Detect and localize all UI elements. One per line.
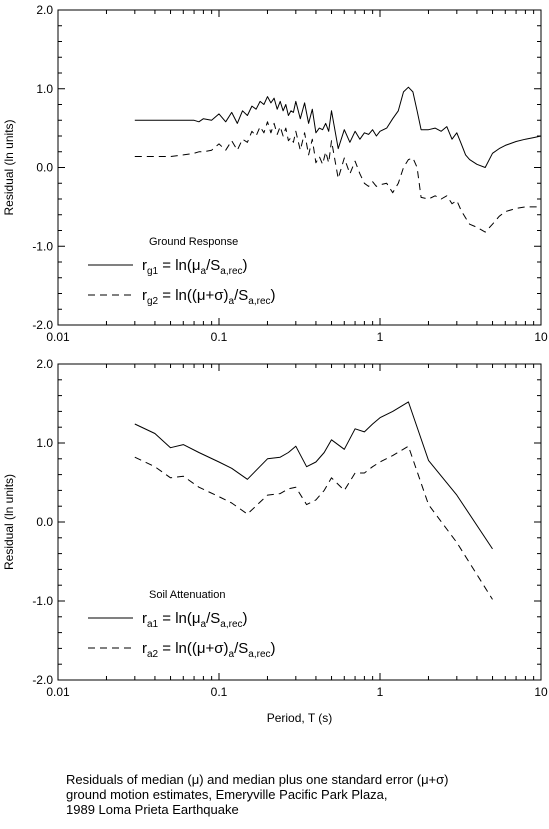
x-tick-label: 10: [534, 685, 548, 699]
legend-text-part: ): [271, 287, 276, 304]
y-tick-label: -2.0: [32, 318, 53, 332]
legend-subscript: a,rec: [220, 619, 242, 630]
y-axis-title: Residual (ln units): [2, 474, 16, 570]
legend-entry-label: rg1 = ln(μa/Sa,rec): [142, 257, 248, 277]
y-tick-label: 2.0: [36, 3, 53, 17]
series-line-dashed: [134, 121, 541, 233]
plot-frame: [57, 363, 542, 681]
legend-text-part: r: [142, 640, 147, 657]
legend-text-part: = ln((μ+σ): [158, 640, 228, 657]
y-tick-label: 0.0: [36, 515, 53, 529]
legend-subscript: a,rec: [220, 266, 242, 277]
plot-frame: [57, 9, 542, 326]
y-tick-label: -2.0: [32, 673, 53, 687]
series-line-dashed: [134, 445, 493, 600]
legend-subscript: g2: [147, 296, 159, 307]
x-tick-label: 0.1: [211, 330, 228, 344]
legend-text-part: /S: [206, 610, 220, 627]
x-tick-label: 0.01: [46, 330, 70, 344]
legend-text-part: ): [271, 640, 276, 657]
legend-subscript: a,rec: [248, 296, 270, 307]
caption-line-2: ground motion estimates, Emeryville Paci…: [66, 787, 388, 802]
legend-text-part: /S: [206, 257, 220, 274]
y-tick-label: 0.0: [36, 161, 53, 175]
x-tick-label: 1: [377, 330, 384, 344]
x-tick-label: 10: [534, 330, 548, 344]
series-line-solid: [134, 401, 493, 550]
legend-subscript: a,rec: [248, 649, 270, 660]
legend-text-part: ): [243, 257, 248, 274]
legend-subscript: a1: [147, 619, 159, 630]
x-axis-title: Period, T (s): [267, 711, 333, 725]
legend-text-part: = ln(μ: [158, 610, 200, 627]
legend-text-part: = ln((μ+σ): [158, 287, 228, 304]
y-tick-label: 2.0: [36, 357, 53, 371]
legend-entry-label: ra2 = ln((μ+σ)a/Sa,rec): [142, 640, 276, 660]
y-tick-label: 1.0: [36, 436, 53, 450]
x-tick-label: 0.1: [211, 685, 228, 699]
legend-entry-label: ra1 = ln(μa/Sa,rec): [142, 610, 248, 630]
legend-text-part: r: [142, 257, 147, 274]
legend-text-part: r: [142, 287, 147, 304]
caption-line-3: 1989 Loma Prieta Earthquake: [66, 802, 239, 817]
legend-subscript: a: [201, 266, 207, 277]
legend-subscript: g1: [147, 266, 159, 277]
legend-text-part: ): [243, 610, 248, 627]
chart-panel-ground-response: 0.01 0.1 1 10 2.0 1.0 0.0 -1.0 -2.0 Residual (ln …: [2, 3, 548, 344]
legend-title: Soil Attenuation: [149, 589, 225, 601]
series-line-solid: [134, 86, 542, 168]
legend-entry-label: rg2 = ln((μ+σ)a/Sa,rec): [142, 287, 276, 307]
legend-text-part: = ln(μ: [158, 257, 200, 274]
legend-text-part: /S: [234, 640, 248, 657]
caption-line-1: Residuals of median (μ) and median plus …: [66, 772, 449, 787]
x-tick-label: 0.01: [46, 685, 70, 699]
legend-title: Ground Response: [149, 236, 238, 248]
x-tick-label: 1: [377, 685, 384, 699]
y-axis-title: Residual (ln units): [2, 119, 16, 215]
figure-caption: Residuals of median (μ) and median plus …: [66, 772, 536, 817]
y-tick-label: -1.0: [32, 594, 53, 608]
legend-text-part: r: [142, 610, 147, 627]
y-tick-label: 1.0: [36, 82, 53, 96]
legend-subscript: a: [229, 296, 235, 307]
y-tick-label: -1.0: [32, 239, 53, 253]
legend-subscript: a: [229, 649, 235, 660]
legend-subscript: a: [201, 619, 207, 630]
legend-text-part: /S: [234, 287, 248, 304]
legend-subscript: a2: [147, 649, 159, 660]
chart-panel-soil-attenuation: 0.01 0.1 1 10 2.0 1.0 0.0 -1.0 -2.0 Residual (ln …: [2, 357, 548, 725]
